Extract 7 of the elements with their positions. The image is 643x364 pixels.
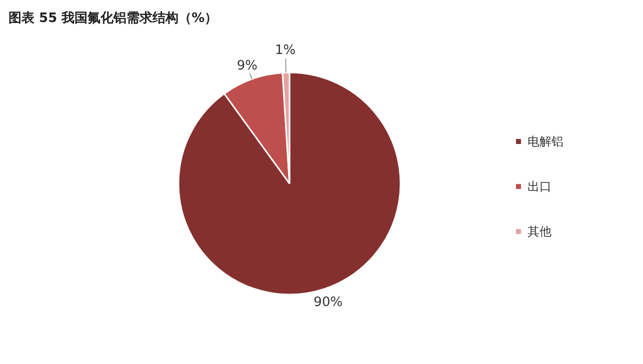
legend-label: 电解铝 [528,134,564,148]
data-label: 9% [236,58,258,74]
legend-label: 出口 [528,180,552,194]
legend-label: 其他 [528,224,552,238]
chart-title: 图表 55 我国氟化铝需求结构（%） [8,10,218,26]
data-label: 90% [314,294,343,310]
data-label: 1% [275,43,296,58]
